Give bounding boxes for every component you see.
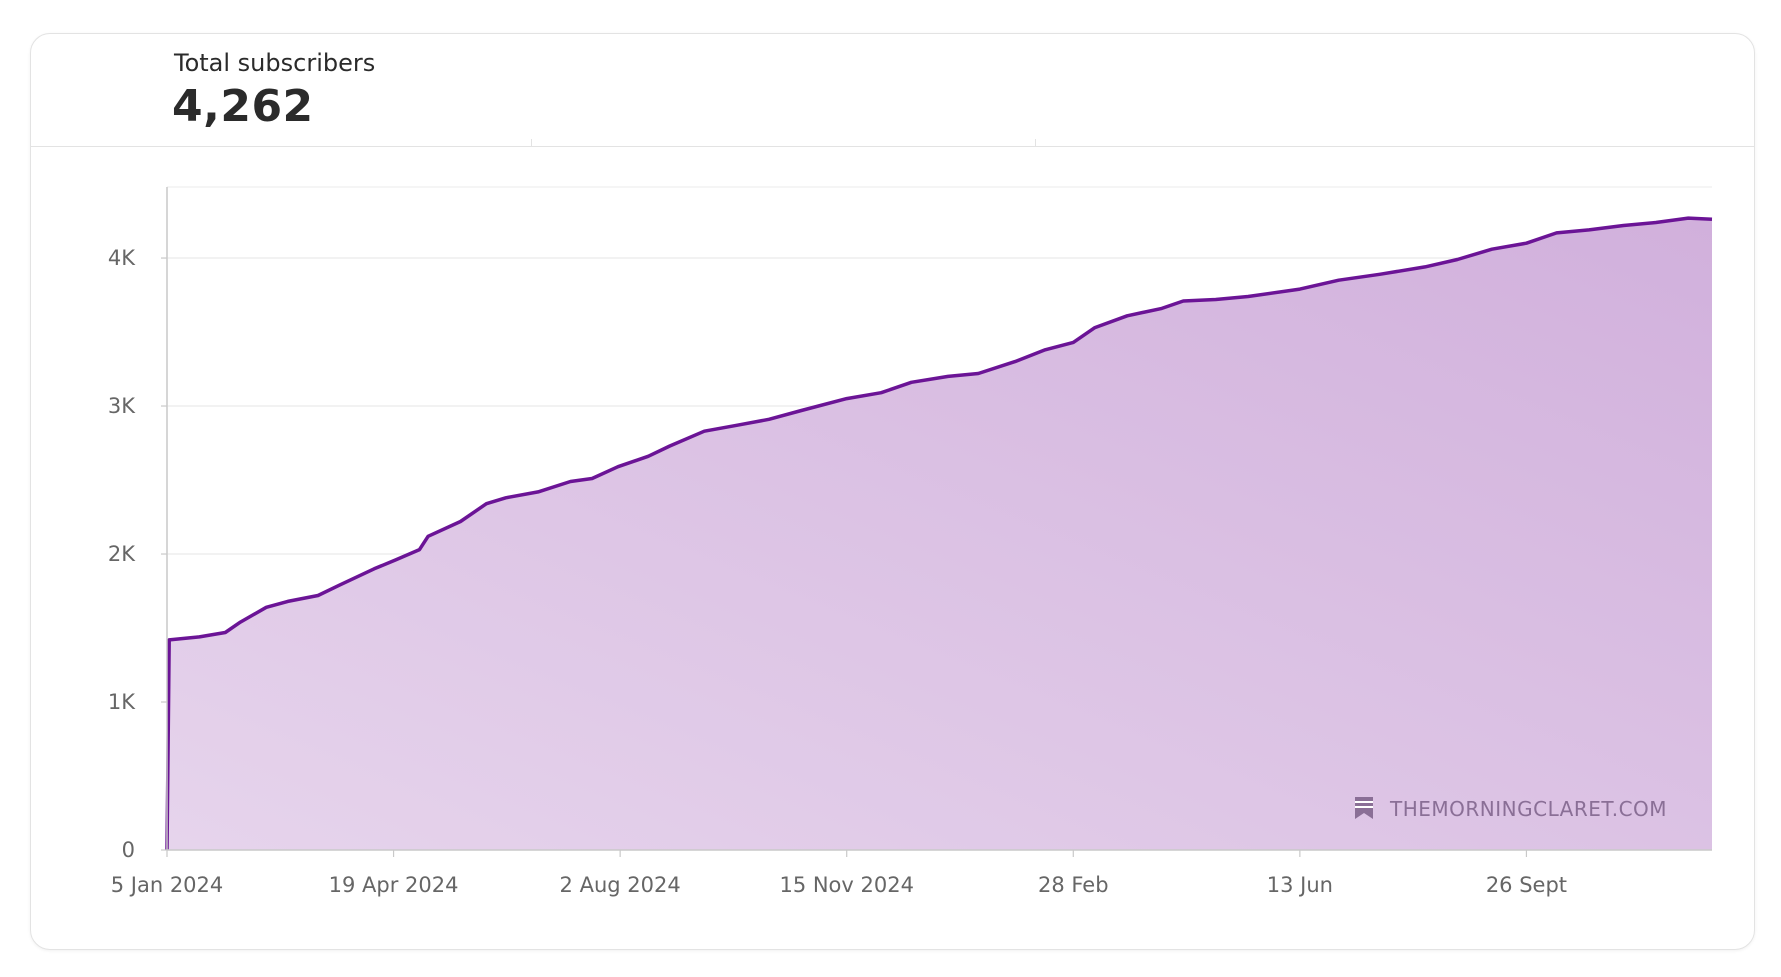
- y-tick-label: 0: [122, 838, 135, 862]
- bookmark-icon: [1355, 797, 1373, 819]
- y-tick-label: 4K: [108, 246, 136, 270]
- area-layer: [165, 216, 1713, 851]
- x-tick-label: 15 Nov 2024: [779, 873, 914, 897]
- x-tick-label: 2 Aug 2024: [560, 873, 681, 897]
- x-tick-label: 19 Apr 2024: [329, 873, 459, 897]
- header-divider-tick: [1035, 139, 1036, 147]
- y-tick-label: 2K: [108, 542, 136, 566]
- x-tick-label: 5 Jan 2024: [111, 873, 224, 897]
- metric-value: 4,262: [172, 81, 314, 132]
- x-tick-label: 28 Feb: [1038, 873, 1109, 897]
- y-tick-label: 1K: [108, 690, 136, 714]
- series-line: [165, 216, 1713, 851]
- x-tick-label: 26 Sept: [1486, 873, 1567, 897]
- x-tick-label: 13 Jun: [1267, 873, 1333, 897]
- metric-header: Total subscribers 4,262: [31, 34, 1754, 147]
- header-divider-tick: [531, 139, 532, 147]
- metric-label: Total subscribers: [174, 49, 376, 77]
- area-fill: [167, 218, 1712, 851]
- watermark: THEMORNINGCLARET.COM: [1355, 797, 1667, 821]
- axes: 0 1K 2K 3K 4K 5 Jan 2024 19 Apr 2024 2 Aug 2024…: [108, 187, 1712, 897]
- watermark-text: THEMORNINGCLARET.COM: [1389, 797, 1667, 821]
- y-tick-label: 3K: [108, 394, 136, 418]
